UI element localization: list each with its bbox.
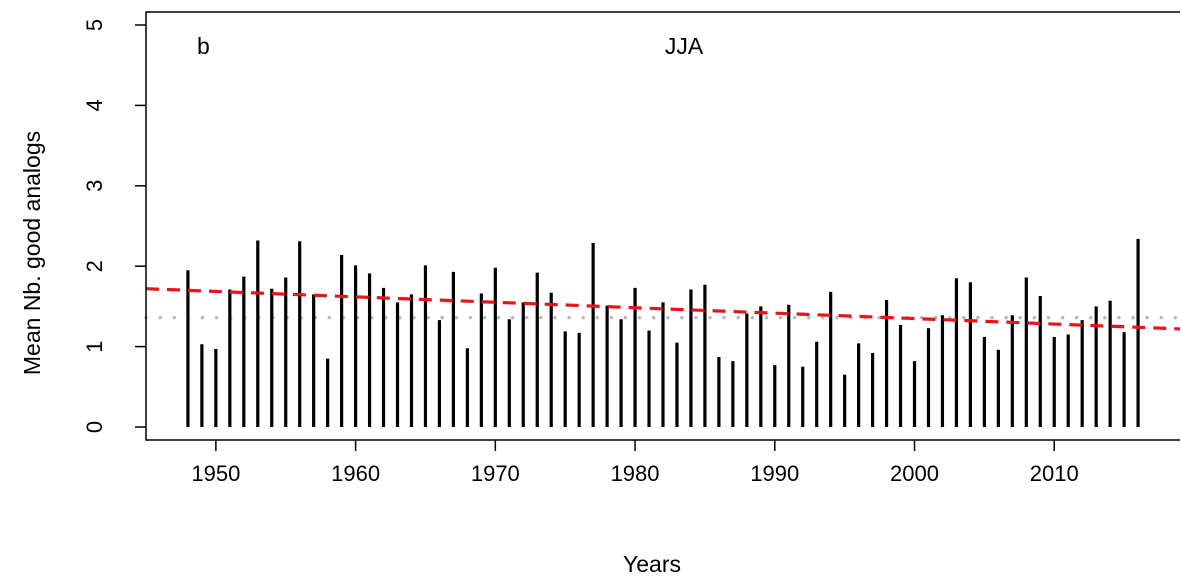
x-tick-label-2010: 2010 — [1030, 461, 1079, 486]
x-axis-label: Years — [623, 551, 681, 577]
x-tick-label-1990: 1990 — [750, 461, 799, 486]
x-tick-label-1980: 1980 — [611, 461, 660, 486]
chart-title: JJA — [665, 33, 704, 59]
x-tick-label-1970: 1970 — [471, 461, 520, 486]
y-tick-label-2: 2 — [82, 260, 107, 272]
x-tick-label-1960: 1960 — [331, 461, 380, 486]
trend-line — [145, 287, 1181, 331]
axes-layer: 1950 1960 1970 1980 1990 2000 2010 0 1 2 3 4 5 — [82, 11, 1180, 486]
y-tick-label-3: 3 — [82, 180, 107, 192]
y-axis-label: Mean Nb. good analogs — [19, 131, 45, 375]
y-tick-label-1: 1 — [82, 340, 107, 352]
plot-frame — [145, 11, 1180, 441]
y-tick-label-4: 4 — [82, 99, 107, 111]
panel-label: b — [197, 33, 210, 59]
y-tick-label-0: 0 — [82, 421, 107, 433]
bars-layer — [145, 238, 1181, 427]
x-tick-label-2000: 2000 — [890, 461, 939, 486]
x-tick-label-1950: 1950 — [191, 461, 240, 486]
y-tick-label-5: 5 — [82, 19, 107, 31]
